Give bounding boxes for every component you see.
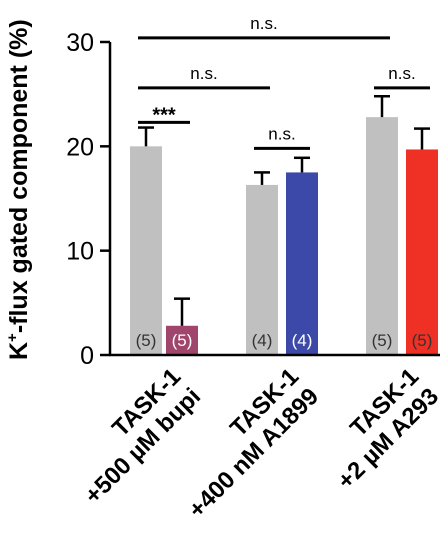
significance-label: n.s. — [388, 64, 415, 83]
significance-label: *** — [152, 104, 176, 126]
bars-layer — [130, 117, 438, 356]
significance-label: n.s. — [250, 14, 277, 33]
y-tick-label: 0 — [80, 342, 94, 370]
n-label: (5) — [412, 331, 433, 350]
y-tick-label: 30 — [66, 29, 94, 57]
y-axis-label-sup: + — [4, 333, 21, 342]
category-labels-layer: TASK-1+500 µM bupi TASK-1+400 nM A1899 TAS… — [60, 363, 444, 523]
y-tick-label: 10 — [66, 238, 94, 266]
axes-layer: 0 10 20 30 — [66, 29, 440, 370]
bar — [246, 184, 278, 355]
y-axis-label-main: K — [5, 342, 33, 360]
y-axis-label: K+-flux gated component (%) — [4, 19, 33, 360]
n-label: (5) — [136, 331, 157, 350]
category-label: TASK-1+2 µM A293 — [313, 363, 444, 495]
n-label: (5) — [372, 331, 393, 350]
bar — [406, 149, 438, 355]
y-tick-label: 20 — [66, 133, 94, 161]
significance-layer: n.s. n.s. *** n.s. n.s. — [138, 14, 430, 150]
y-axis-label-rest: -flux gated component (%) — [5, 19, 33, 333]
bar — [166, 325, 198, 355]
significance-label: n.s. — [268, 124, 295, 143]
bar — [286, 172, 318, 355]
n-label: (4) — [252, 331, 273, 350]
significance-label: n.s. — [190, 64, 217, 83]
category-label: TASK-1+500 µM bupi — [60, 363, 206, 509]
n-label: (4) — [292, 331, 313, 350]
n-label: (5) — [172, 331, 193, 350]
error-bars-layer — [138, 95, 430, 326]
n-labels-layer: (5) (5) (4) (4) (5) (5) — [136, 331, 433, 350]
bar — [130, 146, 162, 355]
bar — [366, 117, 398, 356]
